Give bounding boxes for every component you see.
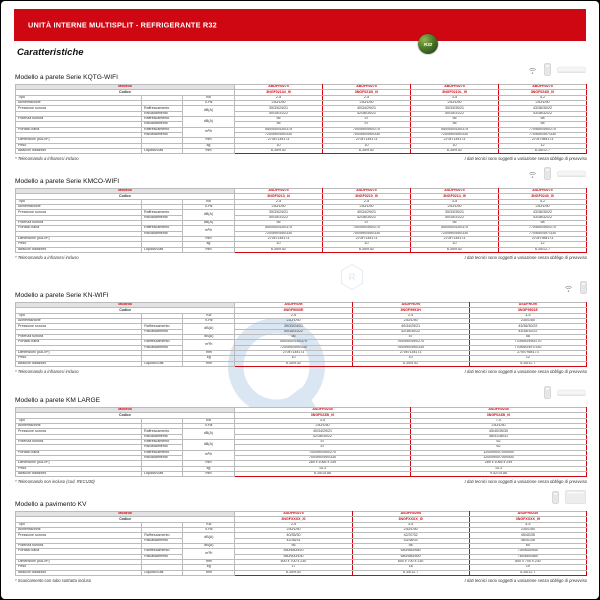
svg-text:R: R: [348, 273, 355, 284]
